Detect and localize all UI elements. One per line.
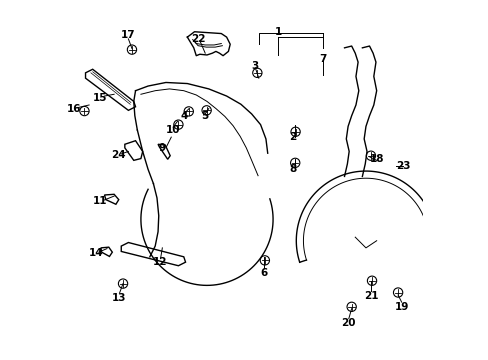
Text: 9: 9 — [159, 143, 165, 153]
Text: 8: 8 — [288, 164, 296, 174]
Text: 10: 10 — [165, 125, 180, 135]
Text: 4: 4 — [180, 111, 187, 121]
Text: 19: 19 — [394, 302, 408, 312]
Text: 2: 2 — [288, 132, 296, 142]
Text: 11: 11 — [92, 197, 107, 206]
Text: 7: 7 — [319, 54, 326, 64]
Text: 22: 22 — [190, 34, 205, 44]
Text: 5: 5 — [201, 111, 208, 121]
Text: 6: 6 — [260, 268, 267, 278]
Text: 14: 14 — [89, 248, 103, 258]
Text: 13: 13 — [112, 293, 126, 303]
Text: 12: 12 — [153, 257, 167, 267]
Text: 1: 1 — [274, 27, 282, 37]
Text: 20: 20 — [340, 318, 355, 328]
Text: 18: 18 — [368, 154, 383, 163]
Text: 21: 21 — [364, 291, 378, 301]
Text: 24: 24 — [111, 150, 126, 160]
Text: 15: 15 — [92, 93, 107, 103]
Text: 17: 17 — [121, 30, 136, 40]
Text: 3: 3 — [251, 61, 258, 71]
Text: 23: 23 — [395, 161, 410, 171]
Text: 16: 16 — [66, 104, 81, 113]
